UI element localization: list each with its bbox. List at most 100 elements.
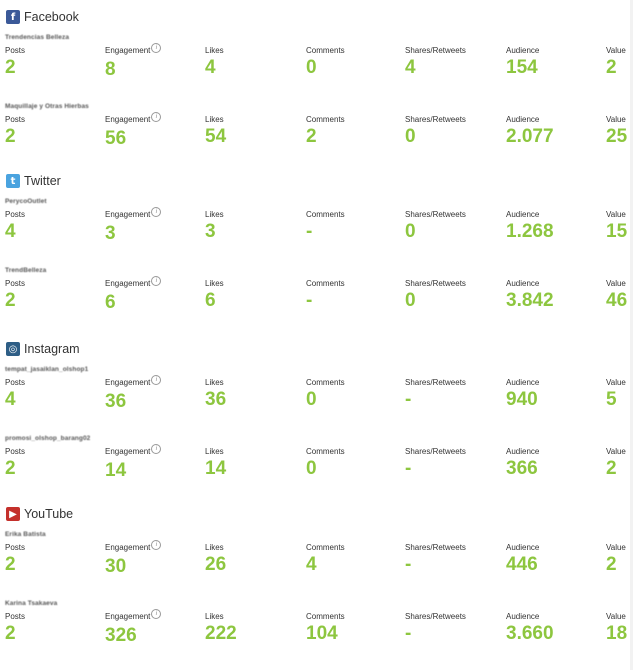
metric-value: -	[405, 458, 412, 479]
metric-posts: Posts 2	[5, 612, 25, 645]
metric-label: Value	[606, 210, 627, 219]
metric-label: Shares/Retweets	[405, 612, 466, 621]
metric-value: 0	[306, 57, 317, 78]
metric-label: Shares/Retweets	[405, 279, 466, 288]
metric-comments: Comments 0	[306, 447, 345, 480]
metric-value: 14	[105, 460, 127, 481]
metric-label: Likes	[205, 115, 226, 124]
metric-label: Shares/Retweets	[405, 378, 466, 387]
metric-value: 0	[405, 290, 416, 311]
account-row: TrendBelleza Posts 2 Engagement i 6 Likes 6 Comm…	[0, 267, 633, 336]
info-icon[interactable]: i	[151, 608, 162, 619]
metric-label: Engagement i	[105, 608, 162, 621]
metric-value: 6	[205, 290, 216, 311]
metric-value: 2	[5, 554, 16, 575]
metric-shares: Shares/Retweets 0	[405, 210, 466, 243]
metric-label: Audience	[506, 46, 539, 55]
metric-value: Value 46	[606, 279, 627, 312]
metric-label: Shares/Retweets	[405, 447, 466, 456]
metric-value: 1.268	[506, 221, 554, 242]
metric-value: 36	[205, 389, 227, 410]
metric-label-text: Engagement	[105, 447, 151, 456]
metric-label-text: Engagement	[105, 279, 151, 288]
metric-label-text: Shares/Retweets	[405, 210, 466, 219]
metric-label: Shares/Retweets	[405, 210, 466, 219]
metric-value: 2	[306, 126, 317, 147]
metric-value: 5	[606, 389, 617, 410]
metric-label-text: Likes	[205, 279, 224, 288]
info-icon[interactable]: i	[151, 111, 162, 122]
scrollbar-edge[interactable]	[630, 0, 633, 670]
metric-label: Shares/Retweets	[405, 46, 466, 55]
metric-engagement: Engagement i 6	[105, 275, 162, 314]
metric-value: 15	[606, 221, 628, 242]
metric-label: Comments	[306, 279, 345, 288]
metric-label: Engagement i	[105, 275, 162, 288]
info-icon[interactable]: i	[151, 539, 162, 550]
metric-likes: Likes 222	[205, 612, 237, 645]
metric-label: Audience	[506, 543, 539, 552]
metric-label-text: Posts	[5, 115, 26, 124]
metric-label-text: Audience	[506, 612, 540, 621]
network-section-instagram: ◎ Instagram tempat_jasaiklan_olshop1 Posts 4…	[0, 339, 633, 504]
info-icon[interactable]: i	[151, 275, 162, 286]
metric-label: Posts	[5, 447, 25, 456]
metric-label: Engagement i	[105, 206, 162, 219]
metric-value: 25	[606, 126, 628, 147]
metric-label-text: Comments	[306, 612, 345, 621]
metric-value: -	[405, 623, 412, 644]
metric-value: 3	[205, 221, 216, 242]
metric-label-text: Shares/Retweets	[405, 378, 466, 387]
metric-label: Audience	[506, 115, 554, 124]
metric-label-text: Shares/Retweets	[405, 115, 466, 124]
info-icon[interactable]: i	[151, 374, 162, 385]
metric-value: 46	[606, 290, 628, 311]
account-name: Trendencias Belleza	[5, 34, 70, 41]
metric-value: 3.660	[506, 623, 554, 644]
metric-label: Posts	[5, 543, 25, 552]
account-name: Maquillaje y Otras Hierbas	[5, 103, 89, 110]
metric-label-text: Posts	[5, 210, 26, 219]
metric-label-text: Audience	[506, 46, 540, 55]
metric-label-text: Likes	[205, 378, 224, 387]
info-icon[interactable]: i	[151, 206, 162, 217]
metric-value: 446	[506, 554, 538, 575]
metric-label-text: Comments	[306, 543, 345, 552]
metric-likes: Likes 6	[205, 279, 224, 312]
metric-label: Shares/Retweets	[405, 115, 466, 124]
metric-label-text: Audience	[506, 210, 540, 219]
metric-value: 0	[405, 221, 416, 242]
metric-value: 0	[306, 458, 317, 479]
metric-label: Likes	[205, 378, 226, 387]
metric-value: -	[405, 554, 412, 575]
metric-value: Value 18	[606, 612, 627, 645]
metric-shares: Shares/Retweets 0	[405, 279, 466, 312]
metric-engagement: Engagement i 30	[105, 539, 162, 578]
metric-label-text: Engagement	[105, 115, 151, 124]
metric-label: Audience	[506, 612, 554, 621]
metric-posts: Posts 2	[5, 115, 25, 148]
metric-label-text: Likes	[205, 543, 224, 552]
metric-value: Value 2	[606, 46, 626, 79]
info-icon[interactable]: i	[151, 42, 162, 53]
metric-value: 2	[5, 126, 16, 147]
metric-value: 326	[105, 625, 137, 646]
metric-audience: Audience 1.268	[506, 210, 554, 243]
metric-label: Value	[606, 447, 626, 456]
metric-label: Value	[606, 279, 627, 288]
metric-label-text: Audience	[506, 115, 540, 124]
metric-label: Likes	[205, 612, 237, 621]
metric-comments: Comments 4	[306, 543, 345, 576]
metric-value: 104	[306, 623, 338, 644]
metric-label-text: Posts	[5, 543, 26, 552]
metric-label: Likes	[205, 543, 226, 552]
metric-label-text: Comments	[306, 279, 345, 288]
metric-label-text: Engagement	[105, 46, 151, 55]
metric-likes: Likes 26	[205, 543, 226, 576]
metric-label: Likes	[205, 279, 224, 288]
metric-value: 2.077	[506, 126, 554, 147]
network-section-facebook: f Facebook Trendencias Belleza Posts 2 Engage…	[0, 7, 633, 172]
metric-label: Value	[606, 612, 627, 621]
metric-label-text: Shares/Retweets	[405, 447, 466, 456]
info-icon[interactable]: i	[151, 443, 162, 454]
